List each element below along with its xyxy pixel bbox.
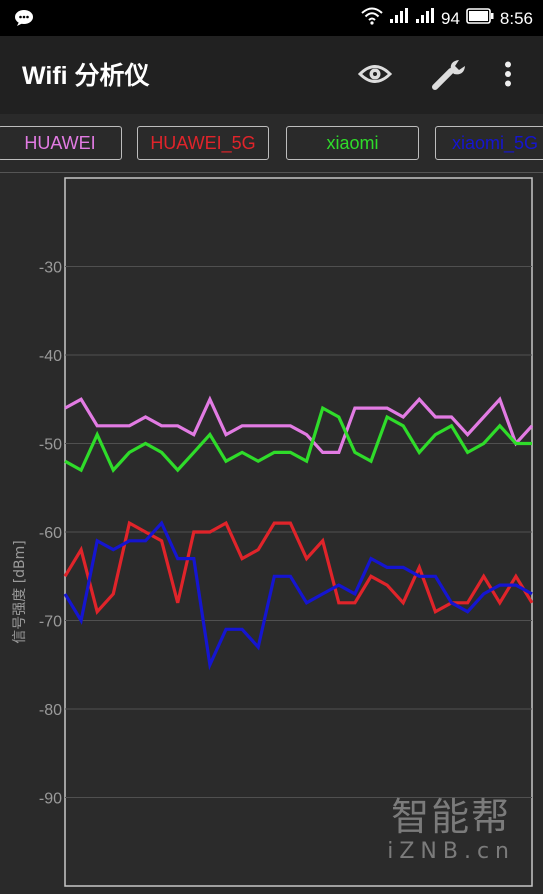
series-line-0: [64, 395, 534, 454]
app-bar: Wifi 分析仪: [0, 36, 543, 114]
clock: 8:56: [499, 8, 533, 28]
chart-svg: -30 -40 -50 -60 -70 -80 -90 信号强度 [dBm]: [12, 177, 534, 887]
cell-signal-icon-2: [415, 8, 435, 29]
ssid-chip-xiaomi[interactable]: xiaomi: [286, 126, 419, 160]
wrench-icon: [431, 57, 469, 95]
battery-percent: 94: [440, 8, 460, 28]
watermark: 智能帮 iZNB.cn: [387, 786, 515, 864]
eye-icon: [357, 63, 393, 89]
signal-strength-chart: -30 -40 -50 -60 -70 -80 -90 信号强度 [dBm] 智能帮 iZNB…: [0, 172, 543, 890]
watermark-line2: iZNB.cn: [387, 839, 515, 864]
battery-icon: [466, 8, 494, 29]
wifi-signal-icon: [361, 7, 383, 30]
y-tick-label-1: -40: [39, 348, 62, 365]
status-bar: 94 8:56: [0, 0, 543, 36]
y-axis-label: 信号强度 [dBm]: [12, 540, 28, 644]
overflow-menu-button[interactable]: [486, 54, 530, 98]
overflow-menu-icon: [504, 61, 512, 91]
watermark-line1: 智能帮: [391, 795, 512, 839]
ssid-filter-bar: HUAWEI HUAWEI_5G xiaomi xiaomi_5G: [0, 114, 543, 173]
ssid-chip-huawei-5g[interactable]: HUAWEI_5G: [137, 126, 269, 160]
ssid-chip-huawei[interactable]: HUAWEI: [0, 126, 122, 160]
y-tick-label-5: -80: [39, 702, 62, 719]
settings-button[interactable]: [428, 54, 472, 98]
y-tick-label-2: -50: [39, 437, 62, 454]
app-title: Wifi 分析仪: [22, 62, 150, 90]
ssid-chip-xiaomi-5g[interactable]: xiaomi_5G: [435, 126, 543, 160]
y-tick-label-0: -30: [39, 260, 62, 277]
y-tick-label-6: -90: [39, 791, 62, 808]
cell-signal-icon: [389, 8, 409, 29]
chat-bubble-icon: [14, 9, 34, 31]
eye-button[interactable]: [353, 54, 397, 98]
y-tick-label-3: -60: [39, 525, 62, 542]
y-tick-label-4: -70: [39, 614, 62, 631]
series-line-2: [64, 405, 532, 473]
series-line-3: [63, 520, 533, 671]
